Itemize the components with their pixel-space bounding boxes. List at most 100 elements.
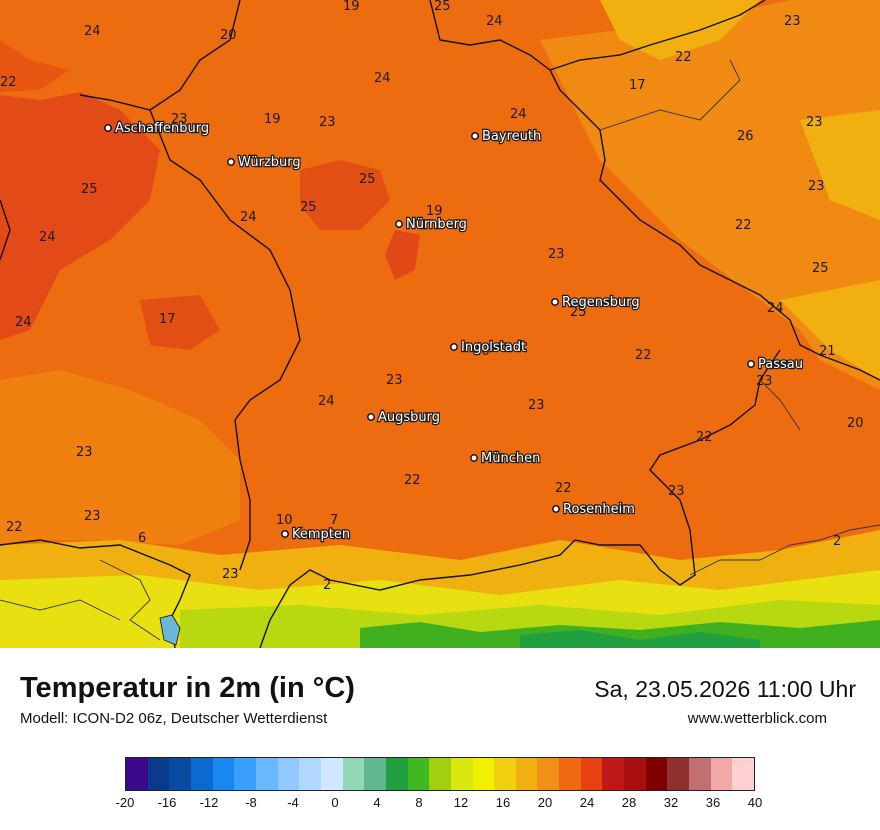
legend-swatch	[494, 758, 516, 790]
legend-tick: 28	[621, 795, 637, 810]
city-dot	[450, 343, 458, 351]
legend-swatch	[190, 758, 213, 790]
temperature-value-label: 23	[806, 115, 823, 130]
temperature-value-label: 25	[81, 182, 98, 197]
temperature-value-label: 19	[426, 204, 443, 219]
temperature-value-label: 22	[635, 348, 652, 363]
temperature-value-label: 25	[434, 0, 451, 14]
temperature-value-label: 22	[735, 218, 752, 233]
legend-swatch	[234, 758, 256, 790]
city-marker: Augsburg	[367, 409, 441, 426]
legend-tick: 16	[495, 795, 511, 810]
city-name: Aschaffenburg	[115, 121, 209, 136]
legend-tick: 0	[331, 795, 339, 810]
city-name: Ingolstadt	[461, 340, 526, 355]
temperature-value-label: 24	[486, 14, 503, 29]
legend-tick: -8	[245, 795, 257, 810]
temperature-value-label: 23	[756, 374, 773, 389]
city-marker: Passau	[747, 356, 804, 373]
temperature-value-label: 10	[276, 513, 293, 528]
city-dot	[471, 132, 479, 140]
city-dot	[281, 530, 289, 538]
temperature-value-label: 19	[343, 0, 360, 14]
legend-tick: 8	[415, 795, 423, 810]
legend-tick: -12	[199, 795, 219, 810]
legend-swatch	[299, 758, 321, 790]
legend-swatch	[710, 758, 733, 790]
legend-swatch	[537, 758, 560, 790]
city-name: Würzburg	[238, 155, 301, 170]
legend-swatch	[515, 758, 538, 790]
city-name: Bayreuth	[482, 129, 541, 144]
temperature-value-label: 25	[359, 172, 376, 187]
temperature-value-label: 24	[767, 301, 784, 316]
city-marker: Kempten	[281, 526, 351, 543]
city-dot	[551, 298, 559, 306]
temperature-value-label: 2	[323, 578, 331, 593]
legend-swatch	[277, 758, 300, 790]
city-dot	[470, 454, 478, 462]
legend-swatch	[450, 758, 473, 790]
city-name: Kempten	[292, 527, 350, 542]
legend-tick: 40	[747, 795, 763, 810]
city-dot	[227, 158, 235, 166]
temperature-value-label: 23	[76, 445, 93, 460]
legend-tick: -20	[115, 795, 135, 810]
city-dot	[395, 220, 403, 228]
legend-swatch	[689, 758, 711, 790]
temperature-value-label: 22	[675, 50, 692, 65]
city-name: Rosenheim	[563, 502, 635, 517]
chart-title: Temperatur in 2m (in °C)	[20, 672, 355, 704]
temperature-value-label: 21	[819, 344, 836, 359]
legend-swatch	[212, 758, 235, 790]
legend-swatch	[320, 758, 343, 790]
temperature-value-label: 23	[784, 14, 801, 29]
city-marker-group: Aschaffenburg Würzburg Bayreuth Nürnberg Reg…	[104, 120, 804, 543]
legend-swatch	[667, 758, 690, 790]
temperature-value-label: 22	[404, 473, 421, 488]
legend-swatch	[169, 758, 191, 790]
city-dot	[552, 505, 560, 513]
model-info: Modell: ICON-D2 06z, Deutscher Wetterdie…	[20, 710, 328, 727]
temperature-value-label: 25	[812, 261, 829, 276]
temperature-value-label: 24	[374, 71, 391, 86]
city-name: Regensburg	[562, 295, 640, 310]
legend-tick: 4	[373, 795, 381, 810]
temperature-value-label: 24	[240, 210, 257, 225]
legend-tick-labels: -20 -16 -12 -8 -4 0 4 8 12 16 20 24 28 32 36 40	[116, 795, 763, 815]
temperature-value-label: 23	[222, 567, 239, 582]
legend-swatch	[342, 758, 365, 790]
temperature-value-label: 26	[737, 129, 754, 144]
legend-swatch	[147, 758, 170, 790]
city-dot	[747, 360, 755, 368]
temperature-value-label: 7	[330, 513, 338, 528]
city-marker: Nürnberg	[395, 216, 468, 233]
temperature-value-label: 22	[0, 75, 17, 90]
city-name: München	[481, 451, 540, 466]
city-name: Nürnberg	[406, 217, 467, 232]
legend-tick: 12	[453, 795, 469, 810]
city-dot	[104, 124, 112, 132]
city-marker: Regensburg	[551, 294, 641, 311]
legend-swatch	[645, 758, 668, 790]
temperature-value-label: 24	[39, 230, 56, 245]
website-link[interactable]: www.wetterblick.com	[687, 710, 827, 727]
color-scale-legend	[125, 757, 755, 791]
legend-tick: -4	[287, 795, 299, 810]
temperature-value-label: 16	[473, 344, 490, 359]
temperature-value-label: 22	[6, 520, 23, 535]
forecast-datetime: Sa, 23.05.2026 11:00 Uhr	[594, 676, 856, 702]
legend-swatch	[364, 758, 386, 790]
legend-tick: -16	[157, 795, 177, 810]
temperature-value-label: 2	[833, 534, 841, 549]
legend-tick: 36	[705, 795, 721, 810]
temperature-value-label: 24	[15, 315, 32, 330]
temperature-value-label: 23	[528, 398, 545, 413]
legend-swatch	[407, 758, 430, 790]
temperature-value-label: 23	[548, 247, 565, 262]
temperature-value-label: 23	[386, 373, 403, 388]
temperature-value-label: 19	[264, 112, 281, 127]
legend-swatch	[126, 758, 148, 790]
